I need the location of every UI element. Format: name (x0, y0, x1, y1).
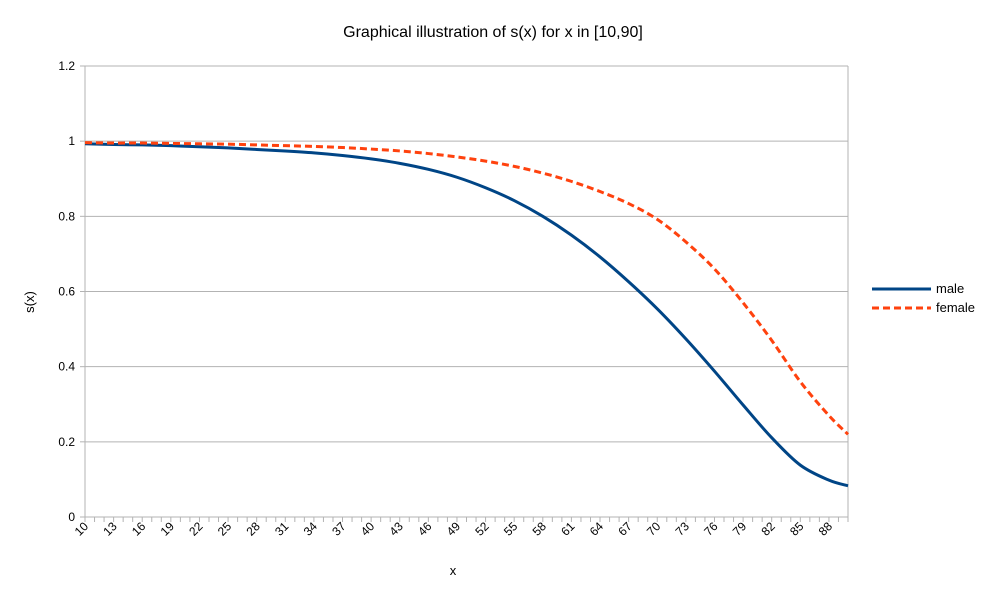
y-tick-labels: 0 0.2 0.4 0.6 0.8 1 1.2 (58, 59, 75, 524)
axes (80, 65, 849, 522)
x-tick-label: 67 (615, 519, 635, 539)
y-tick-label: 0.2 (58, 435, 75, 449)
y-axis-label: s(x) (22, 291, 37, 313)
legend: male female (872, 281, 975, 315)
y-tick-label: 0.4 (58, 360, 75, 374)
series-line-female (84, 141, 850, 436)
y-tick-label: 1 (68, 134, 75, 148)
y-tick-label: 0.8 (58, 209, 75, 223)
x-tick-label: 70 (644, 519, 664, 539)
gridlines (85, 65, 848, 518)
y-tick-label: 0.6 (58, 285, 75, 299)
x-tick-label: 55 (501, 519, 521, 539)
x-tick-label: 37 (329, 519, 349, 539)
x-tick-label: 31 (272, 519, 292, 539)
y-tick-label: 0 (68, 510, 75, 524)
legend-label-male: male (936, 281, 964, 296)
x-tick-label: 73 (673, 519, 693, 539)
x-tick-label: 28 (243, 519, 263, 539)
legend-label-female: female (936, 300, 975, 315)
x-tick-label: 52 (472, 519, 492, 539)
x-tick-label: 40 (358, 519, 378, 539)
x-tick-label: 64 (587, 519, 607, 539)
x-tick-label: 79 (730, 519, 750, 539)
x-tick-label: 16 (129, 519, 149, 539)
y-tick-label: 1.2 (58, 59, 75, 73)
x-tick-label: 46 (415, 519, 435, 539)
x-tick-label: 34 (301, 519, 321, 539)
x-tick-label: 76 (701, 519, 721, 539)
x-tick-label: 82 (758, 519, 778, 539)
x-tick-label: 25 (215, 519, 235, 539)
x-tick-label: 19 (158, 519, 178, 539)
x-tick-label: 13 (100, 519, 120, 539)
x-tick-labels: 10 13 16 19 22 25 28 31 34 37 40 43 46 49 52 55 58 61 64 67… (72, 519, 835, 539)
x-tick-label: 85 (787, 519, 807, 539)
x-tick-label: 88 (816, 519, 836, 539)
chart-title: Graphical illustration of s(x) for x in … (343, 24, 643, 41)
x-tick-label: 22 (186, 519, 206, 539)
x-tick-label: 49 (444, 519, 464, 539)
x-tick-label: 61 (558, 519, 578, 539)
x-tick-label: 43 (387, 519, 407, 539)
x-tick-label: 58 (530, 519, 550, 539)
x-axis-label: x (450, 563, 457, 578)
series-lines (84, 141, 850, 488)
series-line-male (84, 142, 849, 488)
